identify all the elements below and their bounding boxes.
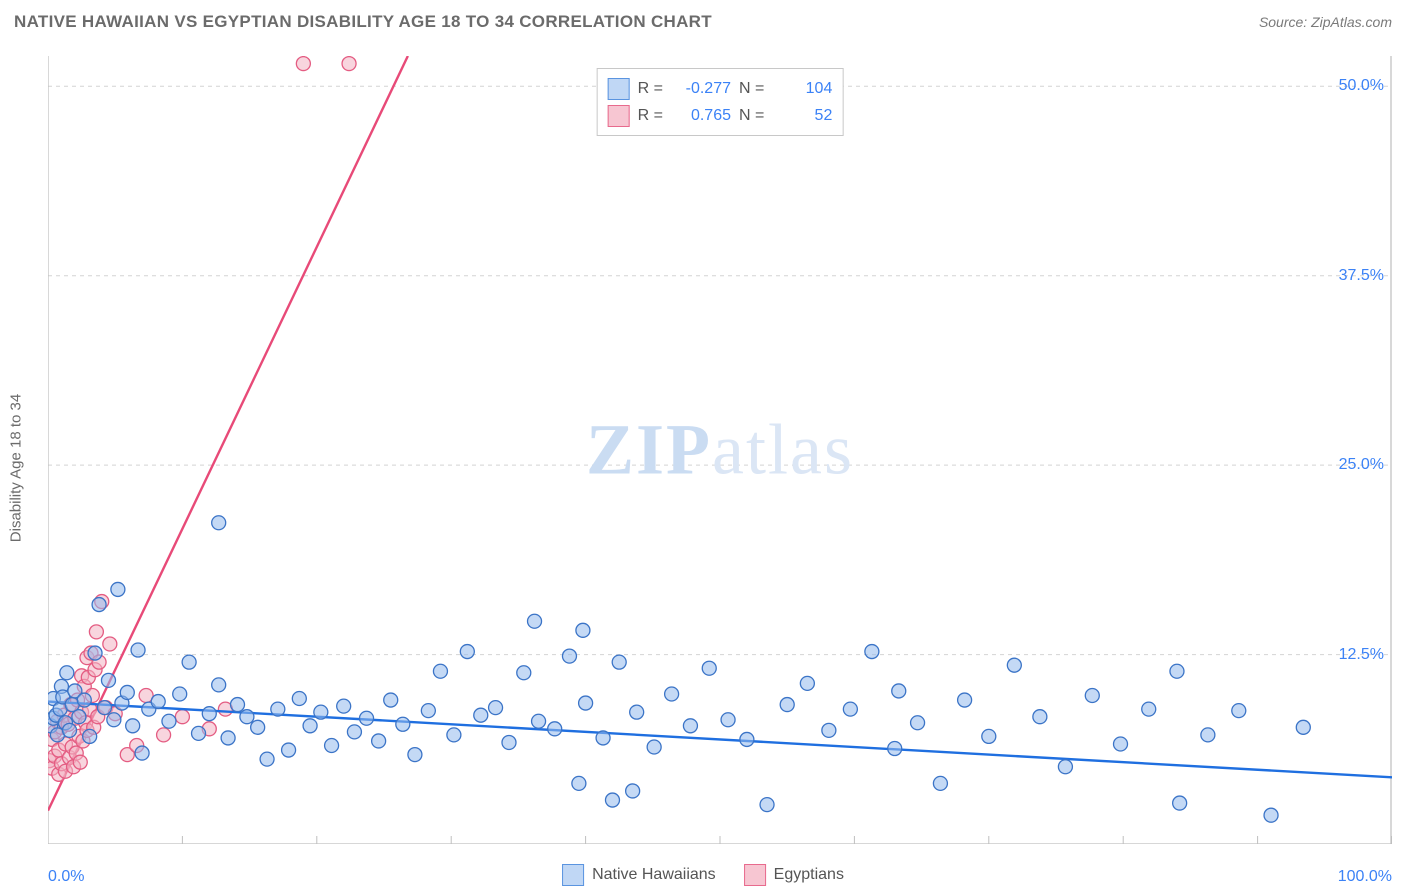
r-label: R = — [638, 75, 663, 102]
legend-item-hawaiians: Native Hawaiians — [562, 864, 716, 886]
y-axis-label: Disability Age 18 to 34 — [8, 394, 25, 542]
correlation-row-0: R = -0.277 N = 104 — [608, 75, 833, 102]
legend-item-egyptians: Egyptians — [744, 864, 844, 886]
legend-label: Egyptians — [774, 866, 844, 884]
n-label: N = — [739, 75, 764, 102]
y-axis-tick-label: 12.5% — [1339, 646, 1384, 664]
series-legend: Native Hawaiians Egyptians — [562, 864, 844, 886]
y-axis-tick-label: 25.0% — [1339, 456, 1384, 474]
n-value: 52 — [772, 102, 832, 129]
chart-header: NATIVE HAWAIIAN VS EGYPTIAN DISABILITY A… — [0, 0, 1406, 44]
y-axis-tick-label: 37.5% — [1339, 267, 1384, 285]
legend-swatch-blue — [608, 78, 630, 100]
n-value: 104 — [772, 75, 832, 102]
chart-title: NATIVE HAWAIIAN VS EGYPTIAN DISABILITY A… — [14, 12, 712, 32]
r-value: -0.277 — [671, 75, 731, 102]
n-label: N = — [739, 102, 764, 129]
legend-swatch-blue — [562, 864, 584, 886]
scatter-chart — [48, 56, 1392, 844]
plot-region: ZIPatlas R = -0.277 N = 104 R = 0.765 N … — [48, 56, 1392, 844]
correlation-row-1: R = 0.765 N = 52 — [608, 102, 833, 129]
r-label: R = — [638, 102, 663, 129]
r-value: 0.765 — [671, 102, 731, 129]
chart-source: Source: ZipAtlas.com — [1259, 14, 1392, 30]
x-axis-max-label: 100.0% — [1338, 868, 1392, 886]
legend-swatch-pink — [744, 864, 766, 886]
y-axis-tick-label: 50.0% — [1339, 77, 1384, 95]
x-axis-min-label: 0.0% — [48, 868, 84, 886]
legend-label: Native Hawaiians — [592, 866, 716, 884]
chart-area: Disability Age 18 to 34 ZIPatlas R = -0.… — [0, 44, 1406, 892]
correlation-legend: R = -0.277 N = 104 R = 0.765 N = 52 — [597, 68, 844, 136]
legend-swatch-pink — [608, 105, 630, 127]
